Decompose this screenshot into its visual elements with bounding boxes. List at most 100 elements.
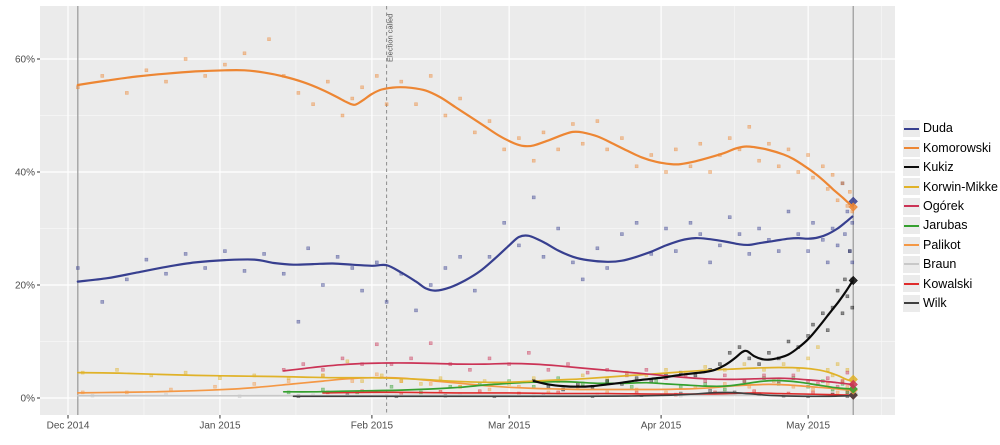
- poll-point-palikot: [375, 372, 379, 377]
- poll-point-duda: [845, 209, 850, 214]
- poll-point-jarubas: [389, 384, 394, 389]
- legend-item-jarubas: Jarubas: [903, 216, 998, 235]
- poll-point-komorowski: [340, 113, 345, 118]
- poll-point-ogórek: [585, 370, 590, 375]
- poll-point-korwin-mikke: [835, 362, 840, 366]
- poll-point-kukiz: [757, 362, 761, 366]
- poll-point-komorowski: [674, 147, 678, 152]
- poll-point-kukiz: [747, 356, 752, 361]
- poll-point-korwin-mikke: [360, 379, 364, 383]
- poll-point-korwin-mikke: [806, 356, 810, 361]
- legend-swatch-line: [904, 302, 919, 305]
- poll-point-komorowski: [605, 147, 609, 152]
- legend-key-swatch: [903, 120, 920, 138]
- poll-point-duda: [737, 232, 742, 236]
- legend-label: Jarubas: [923, 218, 968, 233]
- poll-point-komorowski: [487, 119, 492, 123]
- poll-point-duda: [487, 255, 492, 259]
- poll-point-palikot: [252, 382, 257, 386]
- poll-point-komorowski: [757, 158, 761, 163]
- y-tick-label: 40%: [15, 168, 35, 179]
- poll-point-ogórek: [409, 356, 413, 361]
- poll-point-korwin-mikke: [816, 345, 820, 349]
- poll-point-palikot: [213, 384, 217, 389]
- poll-point-ogórek: [762, 373, 766, 378]
- poll-point-komorowski: [223, 62, 227, 67]
- poll-point-duda: [830, 226, 835, 231]
- poll-point-duda: [502, 221, 506, 225]
- legend-label: Duda: [923, 121, 953, 136]
- poll-point-komorowski: [375, 74, 379, 78]
- poll-point-kukiz: [718, 362, 722, 366]
- poll-point-duda: [281, 271, 286, 276]
- poll-point-kukiz: [727, 351, 732, 355]
- y-tick-label: 20%: [15, 281, 35, 292]
- poll-point-duda: [100, 300, 105, 304]
- trend-line-kukiz: [532, 280, 854, 388]
- poll-point-duda: [350, 266, 355, 270]
- poll-point-komorowski: [100, 74, 105, 78]
- poll-point-komorowski: [595, 119, 600, 123]
- poll-point-duda: [76, 266, 80, 270]
- legend-key-swatch: [903, 294, 920, 312]
- poll-point-korwin-mikke: [742, 362, 747, 366]
- poll-point-komorowski: [845, 204, 850, 208]
- poll-point-duda: [796, 232, 801, 236]
- poll-point-ogórek: [321, 368, 325, 372]
- trend-line-wilk: [292, 391, 854, 398]
- poll-point-komorowski: [458, 96, 462, 101]
- legend-swatch-line: [904, 147, 919, 150]
- poll-point-korwin-mikke: [580, 373, 585, 378]
- poll-point-duda: [708, 260, 712, 265]
- legend-key-swatch: [903, 217, 920, 235]
- poll-point-duda: [747, 252, 752, 256]
- poll-point-korwin-mikke: [781, 362, 786, 366]
- poll-point-komorowski: [414, 102, 418, 106]
- poll-point-duda: [835, 243, 840, 248]
- poll-point-duda: [125, 277, 129, 282]
- trend-line-braun: [77, 394, 854, 397]
- legend-item-kukiz: Kukiz: [903, 158, 998, 177]
- poll-point-komorowski: [830, 173, 835, 177]
- legend-item-komorowski: Komorowski: [903, 138, 998, 157]
- poll-point-duda: [595, 246, 600, 251]
- result-marker-kukiz: [848, 275, 858, 286]
- legend-key-swatch: [903, 197, 920, 215]
- poll-point-kukiz: [806, 334, 810, 338]
- legend-label: Wilk: [923, 295, 947, 310]
- poll-point-komorowski: [76, 85, 80, 90]
- poll-point-duda: [811, 221, 815, 225]
- poll-point-ogórek: [840, 379, 845, 383]
- poll-point-korwin-mikke: [183, 370, 188, 375]
- poll-point-duda: [620, 232, 624, 236]
- poll-point-duda: [164, 271, 168, 276]
- trend-line-jarubas: [282, 379, 854, 393]
- poll-point-ogórek: [527, 351, 531, 355]
- poll-point-kukiz: [786, 339, 791, 344]
- poll-point-korwin-mikke: [438, 376, 443, 380]
- legend-item-ogrek: Ogórek: [903, 197, 998, 216]
- poll-point-jarubas: [321, 387, 325, 392]
- legend-item-korwin-mikke: Korwin-Mikke: [903, 177, 998, 196]
- poll-point-ogórek: [301, 362, 306, 366]
- poll-point-komorowski: [541, 130, 546, 135]
- poll-point-duda: [674, 249, 678, 253]
- poll-point-jarubas: [723, 387, 727, 392]
- poll-point-wilk: [708, 388, 712, 393]
- poll-point-palikot: [286, 379, 291, 383]
- poll-point-korwin-mikke: [845, 368, 850, 372]
- poll-point-kukiz: [840, 311, 845, 316]
- poll-point-komorowski: [747, 125, 752, 129]
- poll-point-duda: [414, 308, 418, 313]
- poll-chart: Election called 0% 20% 40% 60% Dec 2014 Jan 20…: [15, 6, 895, 432]
- poll-point-komorowski: [125, 91, 129, 95]
- poll-point-korwin-mikke: [762, 368, 766, 372]
- poll-point-komorowski: [326, 79, 330, 84]
- poll-point-komorowski: [698, 141, 703, 146]
- election-called-label: Election called: [386, 14, 395, 62]
- poll-point-palikot: [845, 384, 850, 389]
- legend-swatch-line: [904, 205, 919, 208]
- legend-label: Kowalski: [923, 276, 973, 291]
- poll-point-duda: [825, 260, 830, 265]
